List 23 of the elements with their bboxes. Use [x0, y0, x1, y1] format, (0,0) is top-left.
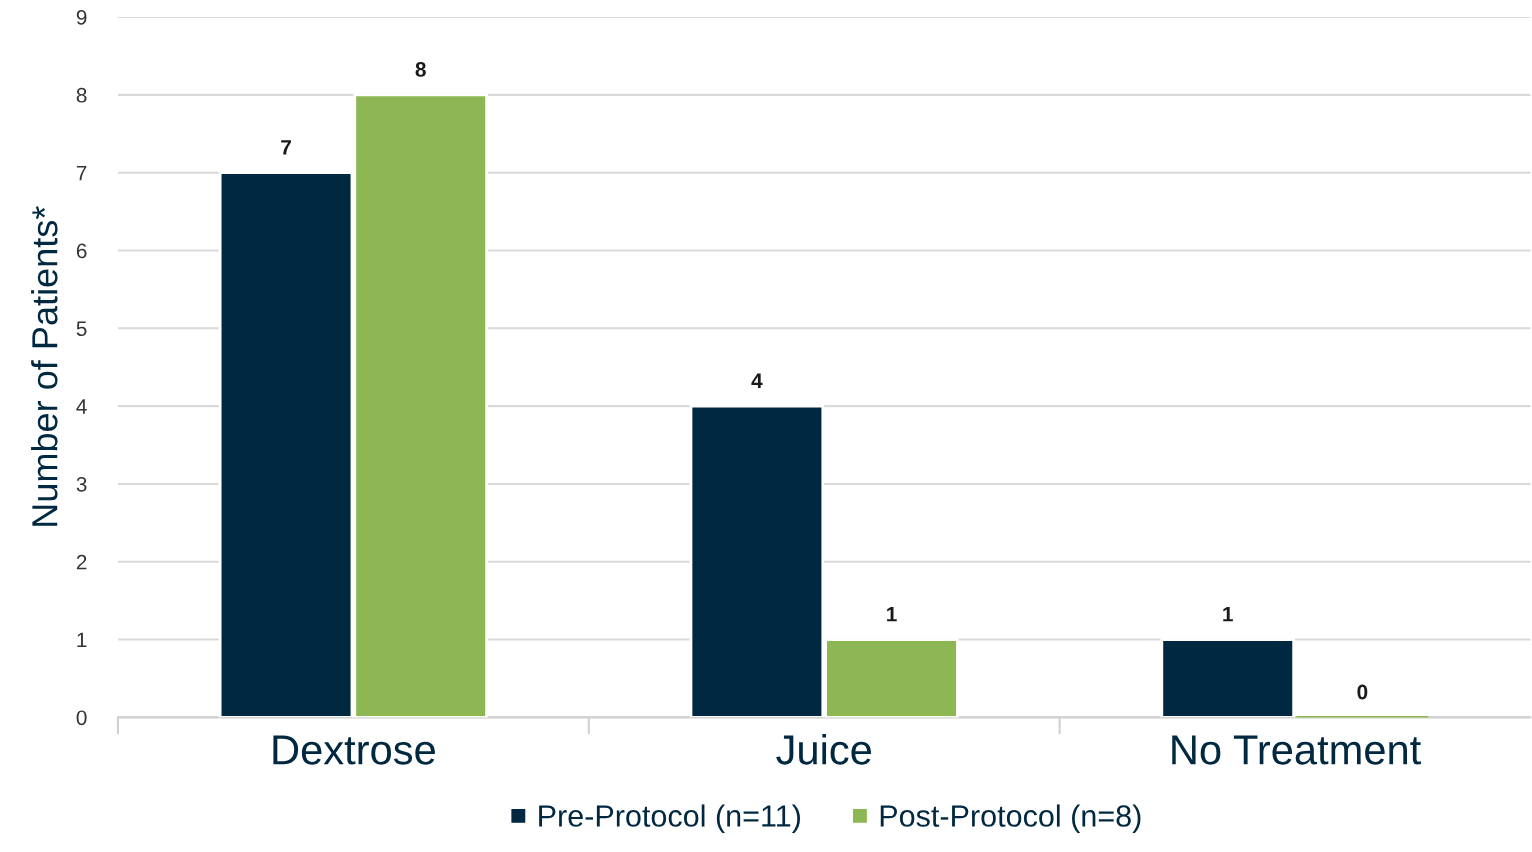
y-tick-label: 3	[76, 476, 87, 492]
data-label: 1	[1223, 607, 1233, 622]
data-label: 8	[415, 62, 426, 77]
y-tick-label: 5	[76, 321, 87, 337]
x-tick-label: Juice	[776, 734, 871, 765]
data-label: 7	[281, 140, 291, 155]
x-tick-label: Dextrose	[273, 735, 435, 765]
y-tick-label: 0	[76, 710, 87, 726]
y-tick-label: 6	[76, 243, 87, 259]
y-axis-title: Number of Patients*	[31, 206, 58, 526]
data-label: 4	[751, 373, 763, 388]
x-tick-label: No Treatment	[1172, 735, 1421, 765]
legend-label: Post-Protocol (n=8)	[880, 804, 1141, 833]
y-tick-label: 8	[76, 87, 87, 103]
y-tick-label: 2	[76, 554, 87, 570]
bar	[1160, 638, 1296, 718]
legend-label: Pre-Protocol (n=11)	[539, 804, 800, 833]
y-tick-label: 1	[77, 632, 87, 648]
y-tick-label: 9	[76, 10, 87, 25]
data-label: 0	[1357, 684, 1368, 700]
data-label: 1	[887, 607, 897, 622]
y-tick-label: 7	[76, 165, 87, 181]
y-tick-label: 4	[76, 399, 87, 414]
